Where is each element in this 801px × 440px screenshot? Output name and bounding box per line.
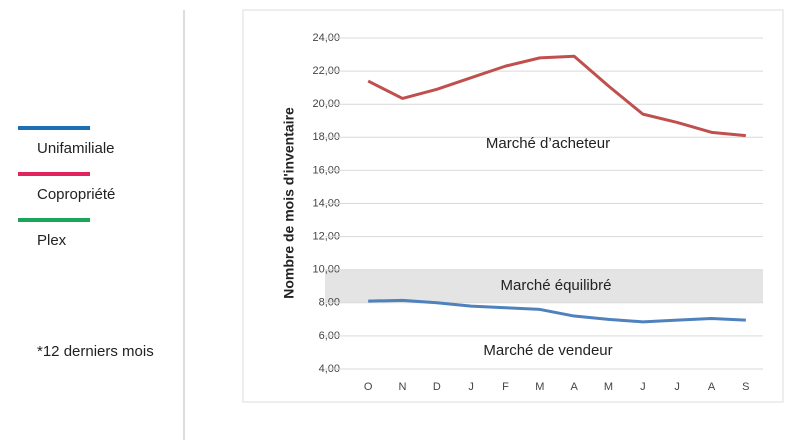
x-tick-label: J [468,381,474,393]
annotation: Marché de vendeur [483,342,612,359]
x-tick-label: S [742,381,749,393]
y-axis-label: Nombre de mois d'inventaire [281,107,297,299]
x-tick-label: M [604,381,613,393]
x-tick-label: N [399,381,407,393]
series-line [367,54,746,138]
x-tick-label: A [708,381,716,393]
x-tick-label: A [570,381,578,393]
x-tick-label: J [640,381,646,393]
legend-label: Plex [37,232,67,249]
x-tick-label: O [364,381,373,393]
x-tick-label: D [433,381,441,393]
footnote: *12 derniers mois [37,343,154,360]
x-tick-label: J [674,381,680,393]
balanced-band [325,269,763,303]
legend-label: Unifamiliale [37,140,115,157]
chart-frame [242,9,784,403]
x-tick-label: M [535,381,544,393]
x-tick-label: F [502,381,509,393]
series-line [368,298,746,324]
legend-label: Copropriété [37,186,115,203]
band-label: Marché équilibré [501,277,612,294]
annotation: Marché d’acheteur [486,135,610,152]
